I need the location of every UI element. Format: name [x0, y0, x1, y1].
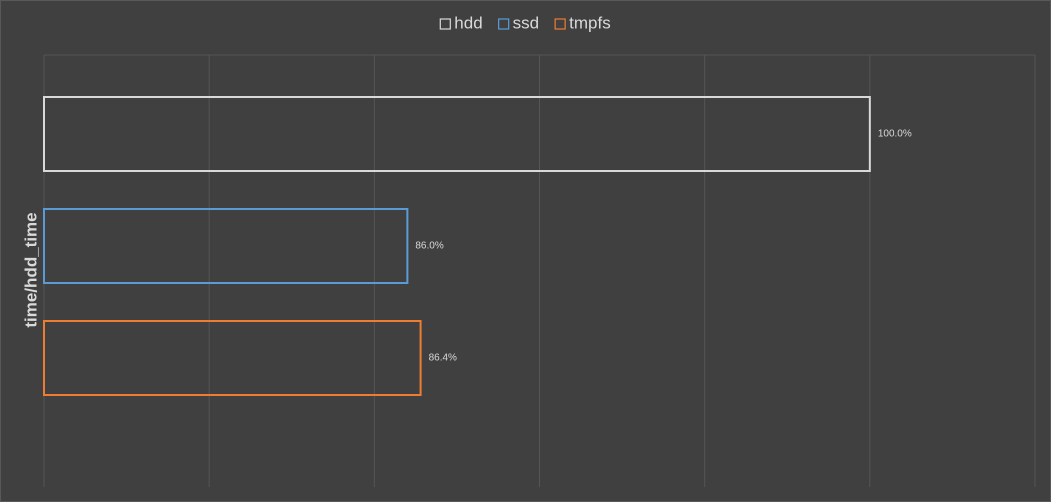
bar [43, 320, 422, 396]
legend-label: hdd [454, 13, 482, 32]
legend-label: tmpfs [569, 13, 611, 32]
legend-swatch [498, 18, 510, 30]
legend-label: ssd [513, 13, 539, 32]
bar [43, 96, 871, 172]
legend-swatch [554, 18, 566, 30]
y-axis-label: time/hdd_time [21, 212, 40, 327]
data-label: 100.0% [878, 129, 912, 140]
legend-swatch [439, 18, 451, 30]
legend: hdd ssd tmpfs [439, 13, 611, 32]
data-label: 86.0% [415, 241, 443, 252]
data-label: 86.4% [429, 353, 457, 364]
bar [43, 208, 409, 284]
